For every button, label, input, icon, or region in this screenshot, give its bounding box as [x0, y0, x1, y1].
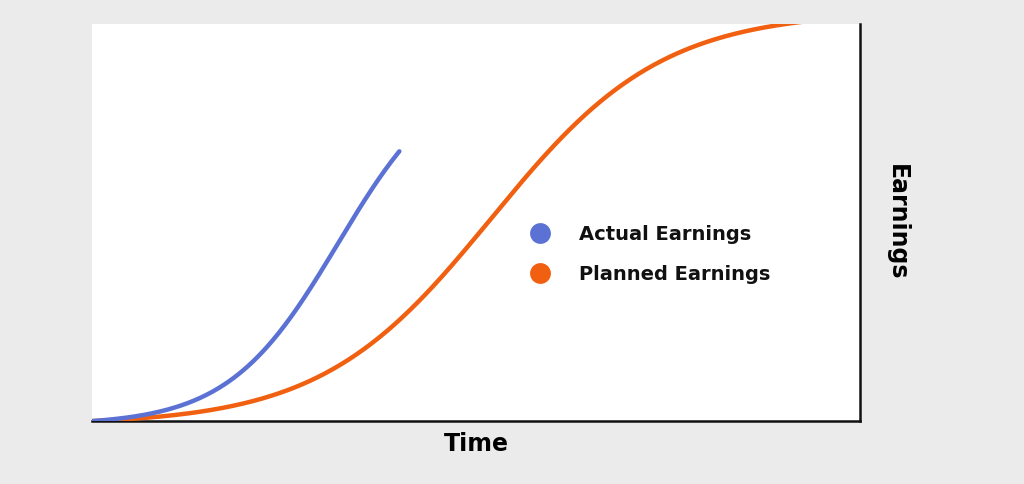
X-axis label: Time: Time	[443, 432, 509, 456]
Legend: Actual Earnings, Planned Earnings: Actual Earnings, Planned Earnings	[520, 225, 770, 284]
Y-axis label: Earnings: Earnings	[885, 165, 909, 281]
